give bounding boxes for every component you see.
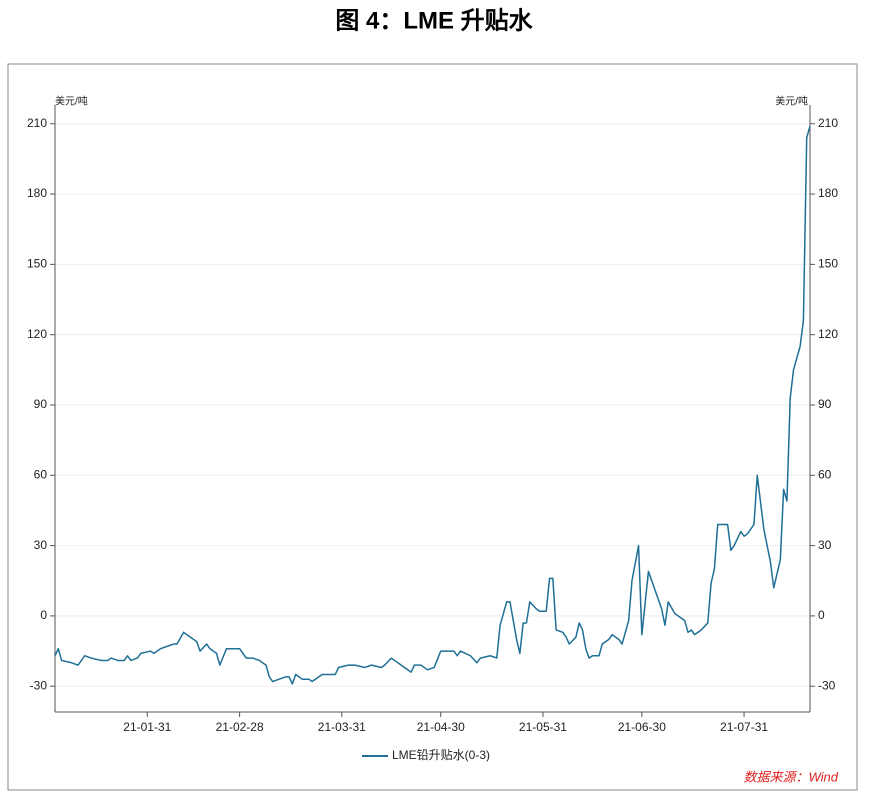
y-axis-unit: 美元/吨 xyxy=(55,95,88,108)
y2-axis-unit: 美元/吨 xyxy=(775,95,808,108)
y-tick-label: 90 xyxy=(34,397,48,411)
x-tick-label: 21-03-31 xyxy=(318,720,366,734)
y2-tick-label: 90 xyxy=(818,397,832,411)
y-tick-label: 30 xyxy=(34,538,48,552)
chart-title: 图 4：LME 升贴水 xyxy=(335,7,533,34)
y-tick-label: 150 xyxy=(27,257,47,271)
data-line xyxy=(54,125,811,685)
y-tick-label: 180 xyxy=(27,186,47,200)
y-tick-label: 0 xyxy=(40,608,47,622)
y2-tick-label: 60 xyxy=(818,467,832,481)
chart-frame xyxy=(7,63,858,791)
y2-tick-label: 30 xyxy=(818,538,832,552)
y2-tick-label: 150 xyxy=(818,257,838,271)
y2-tick-label: -30 xyxy=(818,678,836,692)
y2-tick-label: 0 xyxy=(818,608,825,622)
x-tick-label: 21-06-30 xyxy=(618,720,666,734)
x-tick-label: 21-04-30 xyxy=(417,720,465,734)
x-tick-label: 21-07-31 xyxy=(720,720,768,734)
source-note: 数据来源：Wind xyxy=(743,769,838,784)
x-tick-label: 21-02-28 xyxy=(216,720,264,734)
x-tick-label: 21-01-31 xyxy=(123,720,171,734)
legend-label: LME铅升贴水(0-3) xyxy=(392,748,490,762)
y-tick-label: 60 xyxy=(34,467,48,481)
x-tick-label: 21-05-31 xyxy=(519,720,567,734)
y-tick-label: -30 xyxy=(30,678,48,692)
y-tick-label: 210 xyxy=(27,116,47,130)
y2-tick-label: 210 xyxy=(818,116,838,130)
y2-tick-label: 120 xyxy=(818,327,838,341)
y2-tick-label: 180 xyxy=(818,186,838,200)
y-tick-label: 120 xyxy=(27,327,47,341)
